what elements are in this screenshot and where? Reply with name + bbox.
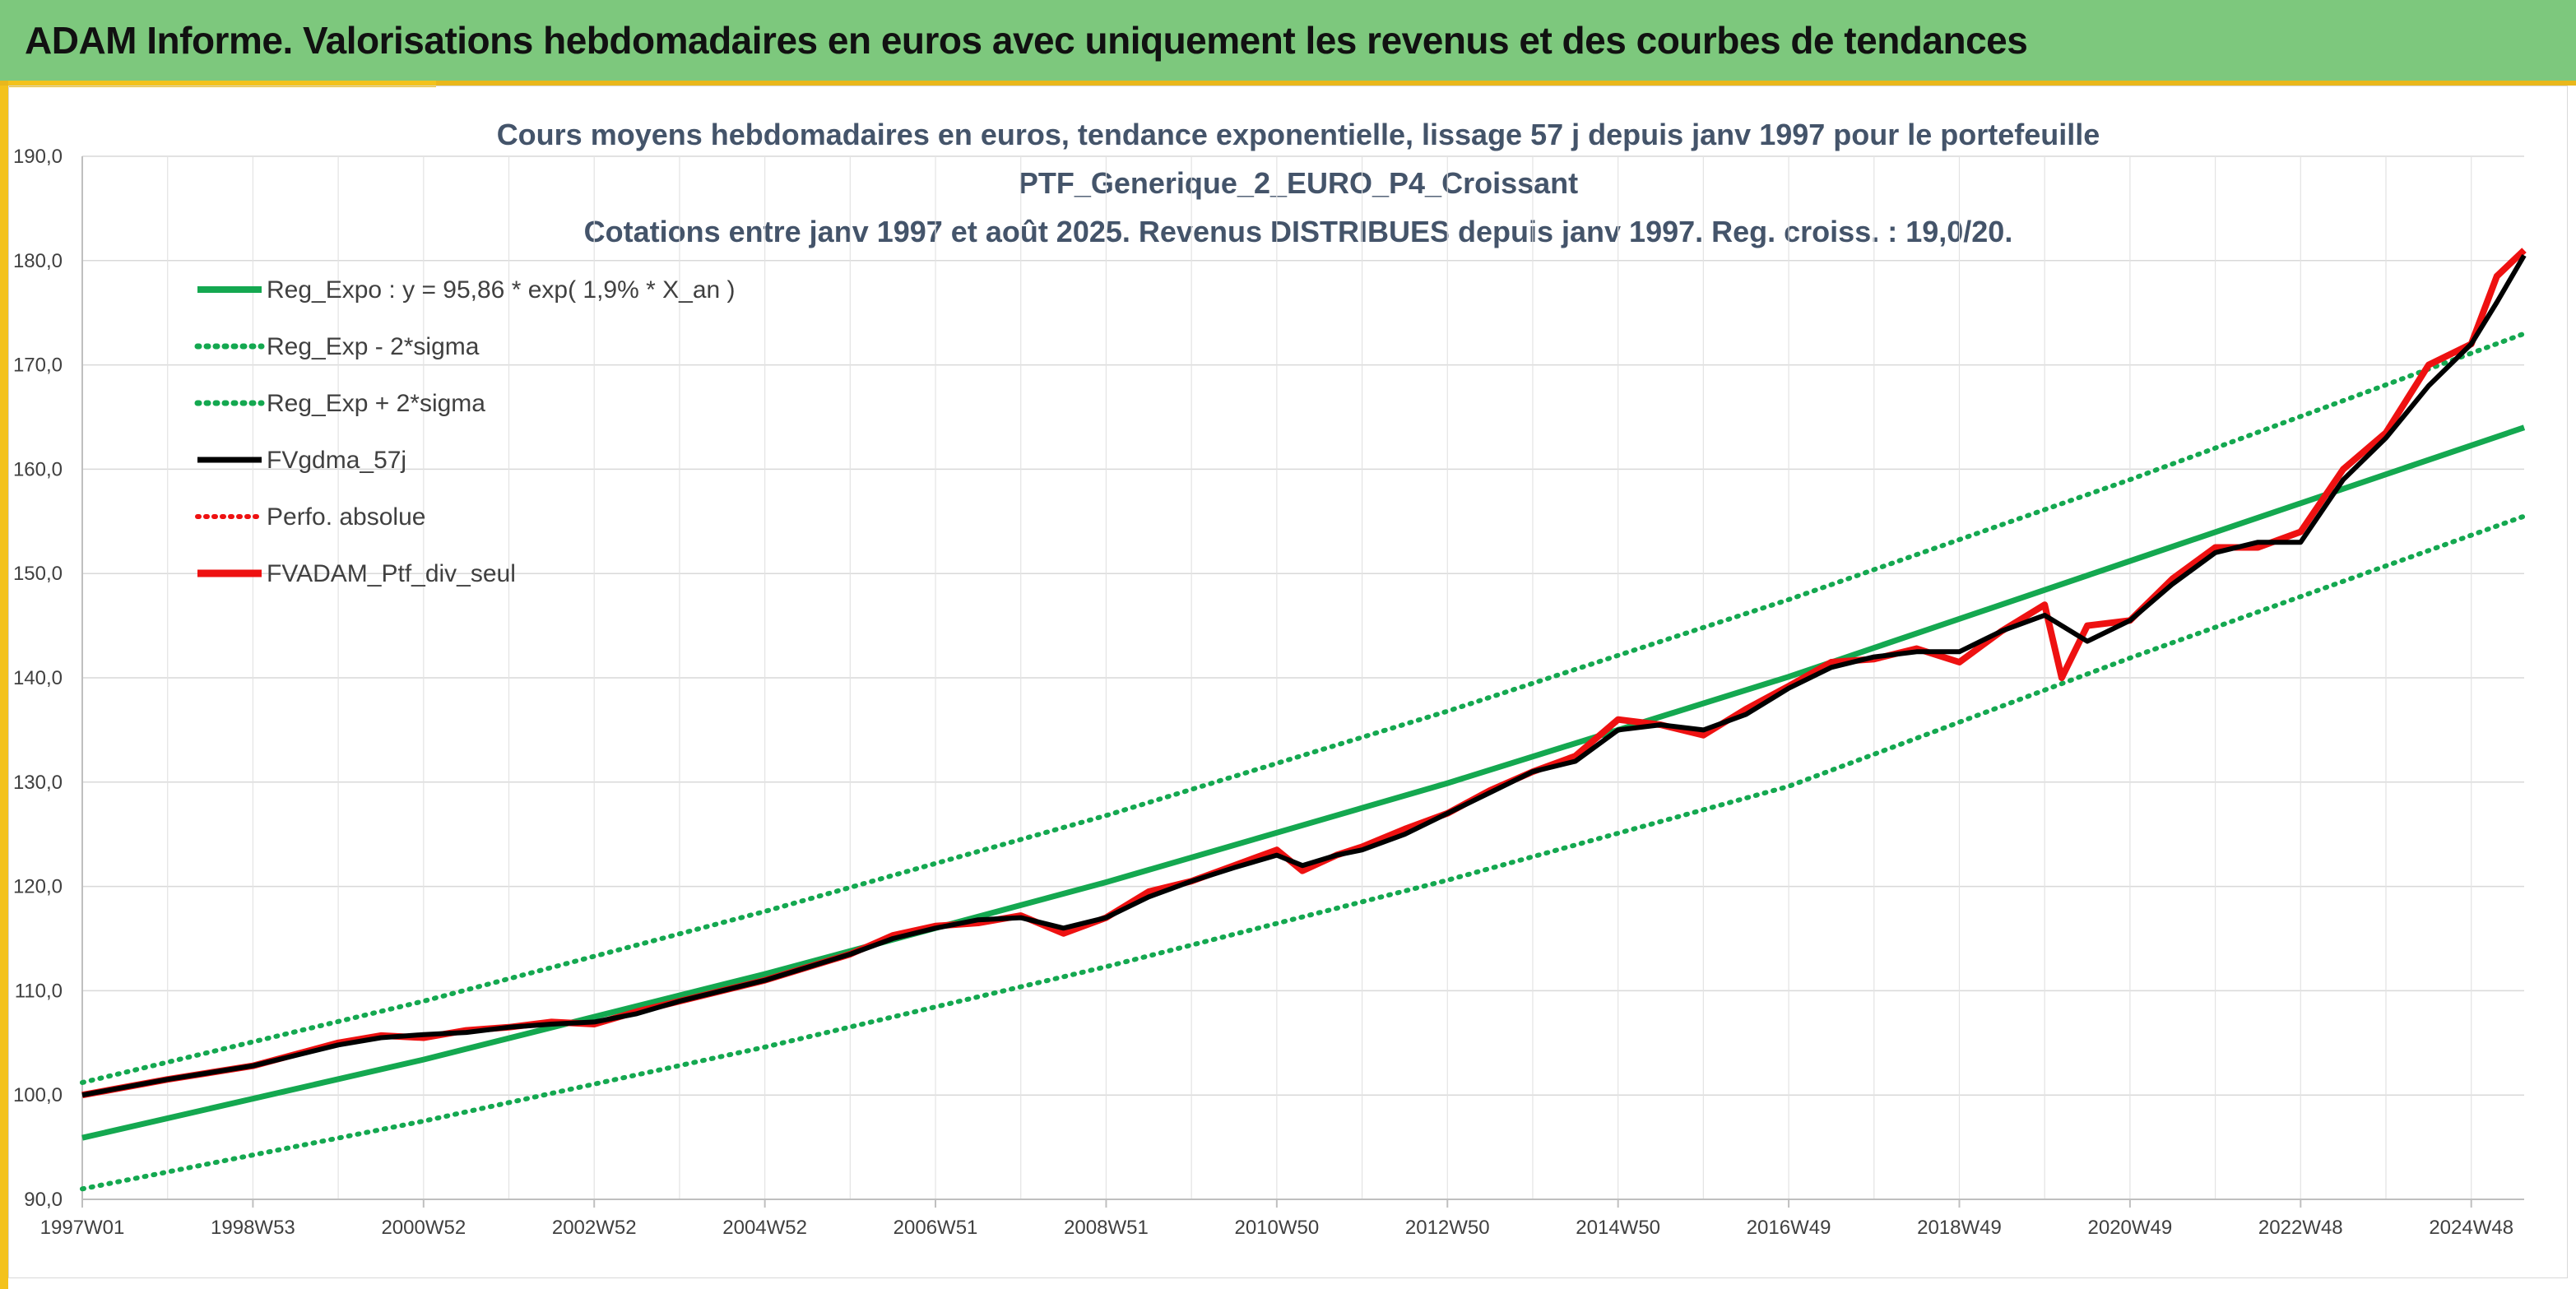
chart-frame — [8, 86, 2568, 1278]
y-tick-label: 100,0 — [13, 1084, 63, 1106]
y-tick-label: 170,0 — [13, 355, 63, 377]
header-banner: ADAM Informe. Valorisations hebdomadaire… — [0, 0, 2576, 86]
legend-label-2: Reg_Exp + 2*sigma — [267, 390, 485, 417]
legend-label-4: Perfo. absolue — [267, 503, 425, 531]
chart-title-line-1: Cours moyens hebdomadaires en euros, ten… — [497, 118, 2100, 151]
legend-label-3: FVgdma_57j — [267, 447, 406, 474]
x-tick-label: 1998W53 — [211, 1217, 295, 1239]
y-tick-label: 110,0 — [15, 980, 63, 1002]
y-tick-label: 140,0 — [13, 667, 63, 689]
x-tick-label: 2004W52 — [722, 1217, 807, 1239]
y-tick-label: 180,0 — [13, 250, 63, 272]
series-line-0 — [81, 424, 2526, 1141]
x-tick-label: 2016W49 — [1747, 1217, 1831, 1239]
page-title: ADAM Informe. Valorisations hebdomadaire… — [25, 19, 2028, 62]
legend-label-1: Reg_Exp - 2*sigma — [267, 333, 480, 360]
x-tick-label: 2012W50 — [1405, 1217, 1490, 1239]
chart-title-line-2: PTF_Generique_2_EURO_P4_Croissant — [1019, 166, 1578, 200]
x-tick-label: 2014W50 — [1576, 1217, 1660, 1239]
x-tick-label: 2008W51 — [1064, 1217, 1149, 1239]
x-tick-label: 2018W49 — [1917, 1217, 2002, 1239]
series-line-2 — [80, 331, 2527, 1085]
chart-title-line-3: Cotations entre janv 1997 et août 2025. … — [584, 215, 2013, 248]
x-tick-label: 2000W52 — [381, 1217, 466, 1239]
y-tick-label: 160,0 — [13, 458, 63, 480]
legend-label-5: FVADAM_Ptf_div_seul — [267, 560, 516, 587]
legend-label-0: Reg_Expo : y = 95,86 * exp( 1,9% * X_an … — [267, 276, 736, 304]
x-tick-label: 2002W52 — [552, 1217, 637, 1239]
y-tick-label: 150,0 — [13, 563, 63, 585]
chart-grid — [81, 155, 2524, 1200]
chart-axes: 90,0 100,0 110,0 120,0 130,0 140,0 150,0 160,0 1… — [13, 146, 2524, 1239]
series-line-5 — [81, 248, 2527, 1099]
x-tick-label: 2020W49 — [2088, 1217, 2173, 1239]
accent-bar-left — [0, 86, 8, 1289]
y-tick-label: 90,0 — [24, 1189, 63, 1211]
y-tick-label: 190,0 — [13, 146, 63, 168]
x-tick-label: 2006W51 — [893, 1217, 978, 1239]
y-tick-label: 130,0 — [13, 772, 63, 794]
x-tick-label: 1997W01 — [40, 1217, 125, 1239]
series-line-1 — [80, 513, 2527, 1192]
y-tick-label: 120,0 — [13, 876, 63, 898]
chart-series — [80, 248, 2527, 1192]
x-tick-label: 2024W48 — [2429, 1217, 2513, 1239]
x-tick-label: 2010W50 — [1234, 1217, 1319, 1239]
chart-legend: Reg_Expo : y = 95,86 * exp( 1,9% * X_an … — [194, 276, 736, 587]
x-tick-label: 2022W48 — [2258, 1217, 2343, 1239]
accent-bar-top — [8, 81, 436, 87]
series-line-3 — [81, 253, 2527, 1098]
